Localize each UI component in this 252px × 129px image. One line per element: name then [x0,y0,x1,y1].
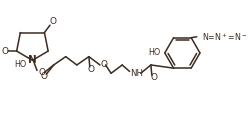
Text: O: O [87,65,94,74]
Text: HO: HO [14,61,26,69]
Text: O: O [38,68,45,77]
Text: O: O [49,17,56,26]
Text: O: O [1,47,8,56]
Text: O: O [150,73,157,82]
Text: O: O [100,61,107,69]
Text: O: O [40,72,47,82]
Text: NH: NH [131,69,143,78]
Text: N=N$^+$=N$^-$: N=N$^+$=N$^-$ [202,31,247,43]
Text: HO: HO [148,48,161,57]
Text: N: N [28,55,37,65]
